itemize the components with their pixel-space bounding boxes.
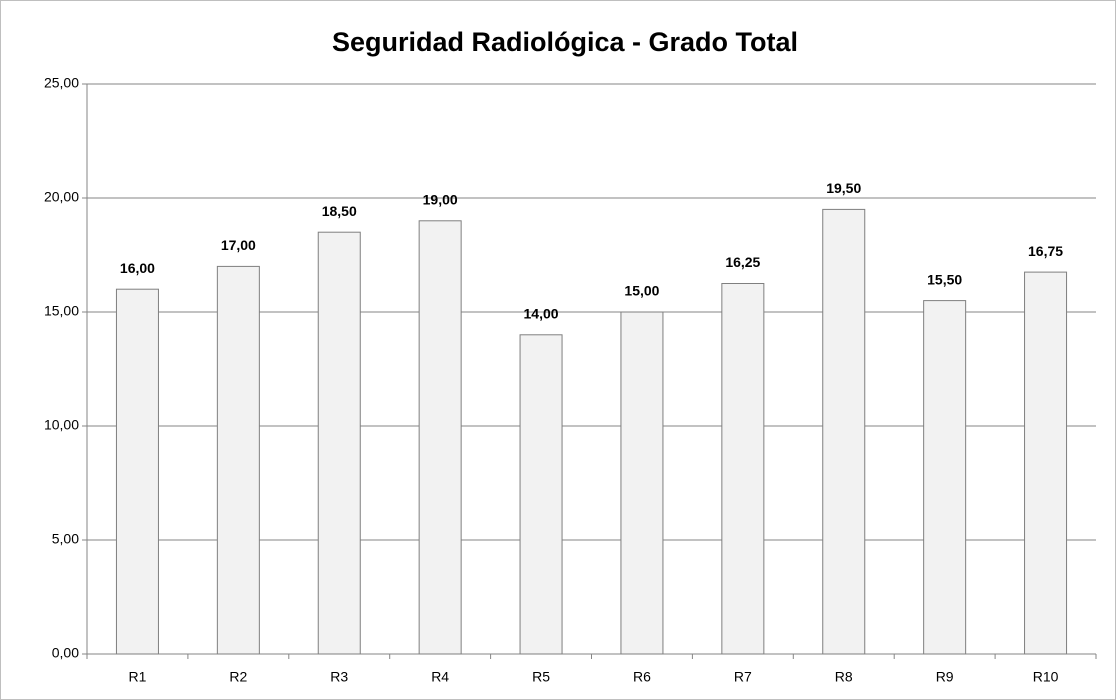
- x-tick-label: R3: [330, 669, 348, 685]
- x-tick-label: R4: [431, 669, 449, 685]
- bar: [620, 311, 664, 655]
- bar: [721, 283, 765, 655]
- x-tick-label: R5: [532, 669, 550, 685]
- x-tick-label: R10: [1033, 669, 1059, 685]
- data-label: 18,50: [322, 203, 357, 219]
- bar: [317, 231, 361, 655]
- bar: [216, 265, 260, 655]
- bar: [923, 300, 967, 655]
- bar: [115, 288, 159, 655]
- bar: [822, 208, 866, 655]
- y-tick-label: 0,00: [52, 645, 79, 661]
- x-tick-label: R2: [229, 669, 247, 685]
- y-tick-label: 10,00: [44, 417, 79, 433]
- data-label: 16,75: [1028, 243, 1063, 259]
- x-tick-label: R9: [936, 669, 954, 685]
- x-tick-label: R6: [633, 669, 651, 685]
- y-tick-label: 20,00: [44, 189, 79, 205]
- x-tick-label: R7: [734, 669, 752, 685]
- y-tick-label: 5,00: [52, 531, 79, 547]
- chart-title: Seguridad Radiológica - Grado Total: [332, 27, 798, 57]
- bar: [1024, 271, 1068, 655]
- bar: [519, 334, 563, 655]
- data-label: 19,50: [826, 180, 861, 196]
- y-tick-label: 15,00: [44, 303, 79, 319]
- data-label: 19,00: [423, 192, 458, 208]
- x-tick-label: R8: [835, 669, 853, 685]
- y-tick-label: 25,00: [44, 75, 79, 91]
- data-label: 16,00: [120, 260, 155, 276]
- data-label: 14,00: [524, 306, 559, 322]
- x-tick-label: R1: [128, 669, 146, 685]
- data-label: 15,50: [927, 271, 962, 287]
- data-label: 15,00: [624, 283, 659, 299]
- bar: [418, 220, 462, 655]
- data-label: 16,25: [725, 254, 760, 270]
- data-label: 17,00: [221, 237, 256, 253]
